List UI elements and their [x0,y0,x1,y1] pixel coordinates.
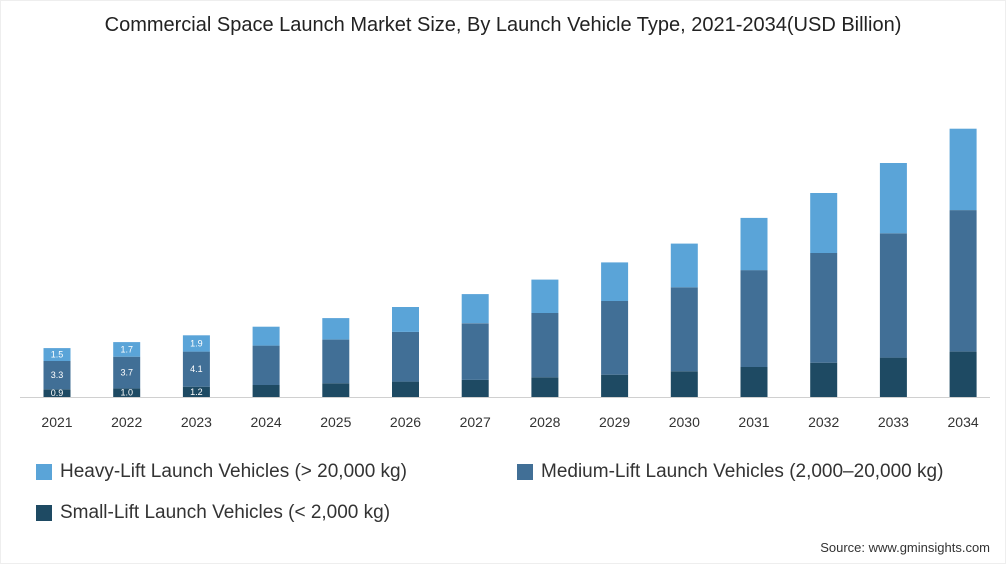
x-tick-label-2029: 2029 [599,414,630,430]
bar-2030-series-2 [670,243,698,288]
bar-2021-series-2 [43,348,71,361]
legend-swatch-heavy-lift [36,464,52,480]
legend-label-small-lift: Small-Lift Launch Vehicles (< 2,000 kg) [60,502,391,523]
legend-label-medium-lift: Medium-Lift Launch Vehicles (2,000–20,00… [541,461,944,482]
bar-2028-series-1 [531,313,559,378]
data-label-2021-series-0: 0.9 [51,388,64,398]
bar-2028-series-2 [531,279,559,313]
legend-heavy-lift: Heavy-Lift Launch Vehicles (> 20,000 kg) [36,461,407,483]
legend-medium-lift: Medium-Lift Launch Vehicles (2,000–20,00… [517,461,943,483]
x-tick-label-2022: 2022 [111,414,142,430]
bar-2032-series-0 [810,362,838,397]
bar-2033-series-1 [879,233,907,358]
bar-2032-series-2 [810,193,838,253]
data-label-2023-series-2: 1.9 [190,338,203,348]
legend-label-heavy-lift: Heavy-Lift Launch Vehicles (> 20,000 kg) [60,461,407,482]
bar-2033-series-0 [879,357,907,397]
source-note: Source: www.gminsights.com [820,540,990,555]
bar-2034-series-2 [949,128,977,211]
bar-2021-series-0 [43,389,71,397]
bar-2022-series-0 [113,388,141,397]
bar-2031-series-2 [740,217,768,271]
legend-small-lift: Small-Lift Launch Vehicles (< 2,000 kg) [36,502,390,524]
bar-2034-series-1 [949,210,977,352]
bar-2030-series-0 [670,371,698,397]
stacked-bar-chart: 0.9 3.3 1.5 2021 1.0 3.7 1.7 2022 1.2 4.1 1.9 2023 2… [20,128,990,430]
bar-2025-series-2 [322,318,350,340]
data-label-2023-series-1: 4.1 [190,364,203,374]
bar-2023-series-1 [182,351,210,387]
bar-2026-series-0 [392,381,419,397]
bar-2031-series-0 [740,367,768,397]
bar-2027-series-2 [461,294,489,324]
x-tick-label-2028: 2028 [529,414,560,430]
x-tick-label-2025: 2025 [320,414,351,430]
data-label-2023-series-0: 1.2 [190,387,203,397]
legend-swatch-small-lift [36,505,52,521]
bar-2027-series-0 [461,379,489,397]
bar-2026-series-2 [392,307,419,332]
bar-2021-series-1 [43,361,71,390]
x-tick-label-2027: 2027 [460,414,491,430]
data-label-2022-series-0: 1.0 [120,388,133,398]
x-tick-label-2024: 2024 [251,414,282,430]
bar-2022-series-2 [113,342,141,357]
bar-2027-series-1 [461,323,489,380]
data-label-2022-series-2: 1.7 [120,344,133,354]
x-tick-label-2034: 2034 [948,414,979,430]
bar-2023-series-0 [182,386,210,397]
x-tick-label-2032: 2032 [808,414,839,430]
chart-title: Commercial Space Launch Market Size, By … [104,14,902,36]
bar-2029-series-1 [601,301,629,375]
data-label-2021-series-2: 1.5 [51,350,64,360]
x-tick-label-2033: 2033 [878,414,909,430]
bar-2031-series-1 [740,270,768,367]
data-label-2021-series-1: 3.3 [51,370,64,380]
bar-2023-series-2 [182,335,210,352]
x-tick-label-2021: 2021 [41,414,72,430]
x-tick-label-2030: 2030 [669,414,700,430]
bar-2022-series-1 [113,356,141,389]
bar-2032-series-1 [810,253,838,363]
x-tick-label-2023: 2023 [181,414,212,430]
bar-2034-series-0 [949,351,977,397]
bar-2024-series-2 [252,326,280,346]
bar-2025-series-0 [322,383,350,397]
legend-swatch-medium-lift [517,464,533,480]
bar-2028-series-0 [531,377,559,397]
bar-2029-series-2 [601,262,629,301]
bar-2029-series-0 [601,374,629,397]
data-label-2022-series-1: 3.7 [120,368,133,378]
bar-2025-series-1 [322,339,350,384]
x-tick-label-2031: 2031 [738,414,769,430]
bar-2026-series-1 [392,331,419,382]
x-tick-label-2026: 2026 [390,414,421,430]
bar-2030-series-1 [670,287,698,372]
bar-2033-series-2 [879,163,907,234]
bar-2024-series-1 [252,345,280,385]
bar-2024-series-0 [252,385,280,397]
